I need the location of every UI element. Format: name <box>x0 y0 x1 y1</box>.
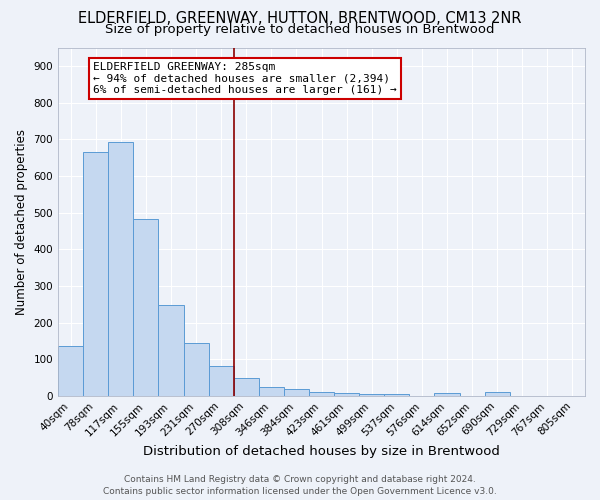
Bar <box>184 342 209 396</box>
Text: Contains HM Land Registry data © Crown copyright and database right 2024.
Contai: Contains HM Land Registry data © Crown c… <box>103 475 497 496</box>
Bar <box>259 386 284 396</box>
Bar <box>209 366 233 396</box>
Bar <box>434 392 460 396</box>
Bar <box>133 220 158 396</box>
Bar <box>83 152 108 396</box>
Bar <box>485 392 510 396</box>
Bar <box>233 378 259 396</box>
Bar <box>158 305 184 396</box>
Bar <box>359 394 384 396</box>
Bar <box>284 388 309 396</box>
Bar <box>334 393 359 396</box>
Bar <box>384 394 409 396</box>
Y-axis label: Number of detached properties: Number of detached properties <box>15 128 28 314</box>
Bar <box>108 142 133 396</box>
Text: Size of property relative to detached houses in Brentwood: Size of property relative to detached ho… <box>105 22 495 36</box>
X-axis label: Distribution of detached houses by size in Brentwood: Distribution of detached houses by size … <box>143 444 500 458</box>
Text: ELDERFIELD, GREENWAY, HUTTON, BRENTWOOD, CM13 2NR: ELDERFIELD, GREENWAY, HUTTON, BRENTWOOD,… <box>78 11 522 26</box>
Bar <box>58 346 83 396</box>
Bar <box>309 392 334 396</box>
Text: ELDERFIELD GREENWAY: 285sqm
← 94% of detached houses are smaller (2,394)
6% of s: ELDERFIELD GREENWAY: 285sqm ← 94% of det… <box>93 62 397 96</box>
